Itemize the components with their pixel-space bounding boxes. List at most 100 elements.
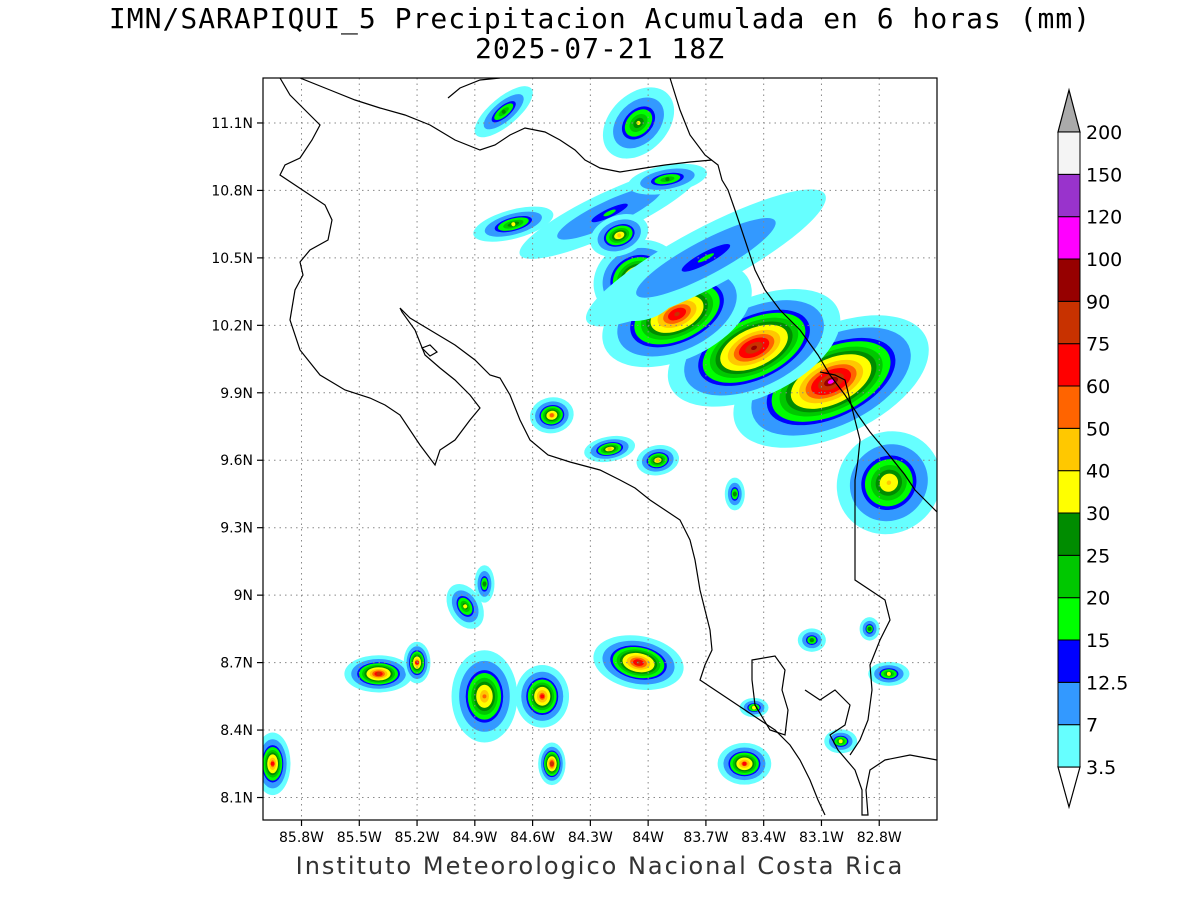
island-chira (420, 344, 438, 357)
precip-cell (717, 742, 772, 785)
colorbar-segment (1057, 343, 1081, 387)
precip-cell (515, 665, 570, 728)
colorbar: 3.5 7 12.5 15 20 25 30 40 50 60 75 90 100 120 150 200 (1057, 87, 1128, 810)
coastline-golfo-dulce (751, 655, 789, 736)
precip-contour-60 (742, 761, 747, 766)
lat-tick-label: 9.9N (220, 386, 253, 402)
colorbar-segment (1057, 597, 1081, 641)
precip-cell (602, 87, 675, 159)
precip-contour-30 (511, 222, 516, 227)
precip-cell (797, 628, 826, 652)
colorbar-segment (1057, 216, 1081, 260)
precip-contour-15 (603, 209, 616, 217)
precip-cell (836, 431, 937, 535)
precip-contour-40 (607, 447, 612, 451)
coastline-burica (804, 689, 937, 816)
border-nicaragua (299, 78, 713, 173)
precip-cell (474, 86, 533, 138)
colorbar-label: 100 (1086, 249, 1122, 271)
precip-contour-15 (697, 253, 715, 263)
precip-cell (451, 650, 518, 743)
colorbar-label: 12.5 (1086, 672, 1128, 694)
precip-cell (590, 213, 649, 257)
precip-cell (473, 206, 554, 242)
precip-contour-25 (809, 638, 814, 643)
colorbar-segment (1057, 427, 1081, 472)
precip-contour-75 (376, 671, 381, 676)
colorbar-segment (1057, 639, 1081, 683)
colorbar-label: 50 (1086, 418, 1110, 440)
precip-cell (538, 742, 566, 786)
colorbar-label: 15 (1086, 630, 1110, 652)
precip-contour-30 (886, 671, 891, 676)
colorbar-segment (1057, 470, 1081, 514)
lon-tick-label: 84.6W (510, 830, 555, 846)
precip-cell (530, 397, 574, 434)
lon-tick-label: 84.3W (568, 830, 613, 846)
credit-text: Instituto Meteorologico Nacional Costa R… (295, 852, 905, 880)
grid-lines (263, 78, 937, 820)
precip-cell (474, 565, 495, 603)
colorbar-label: 60 (1086, 376, 1110, 398)
colorbar-label: 3.5 (1086, 757, 1116, 779)
precip-contour-40 (617, 233, 622, 238)
precip-contour-25 (501, 109, 506, 114)
colorbar-label: 25 (1086, 545, 1110, 567)
precip-contour-50 (549, 413, 554, 418)
colorbar-label: 75 (1086, 334, 1110, 356)
lat-tick-label: 10.2N (211, 318, 253, 334)
lon-tick-label: 82.8W (857, 830, 902, 846)
precip-contour-75 (636, 660, 641, 665)
precip-contour-75 (674, 311, 680, 317)
coastline-pacific (279, 78, 826, 816)
lake-nicaragua-shore (447, 78, 501, 99)
precip-contour-40 (655, 458, 660, 463)
colorbar-label: 40 (1086, 461, 1110, 483)
colorbar-segment (1057, 300, 1081, 345)
lon-tick-label: 85.8W (279, 830, 324, 846)
precip-contour-25 (732, 491, 737, 496)
lon-tick-label: 83.7W (683, 830, 728, 846)
border-panama (819, 371, 891, 756)
lat-tick-label: 10.5N (211, 251, 253, 267)
precip-contour-30 (463, 604, 468, 609)
coastline-caribbean (669, 78, 937, 513)
lat-tick-label: 9N (234, 588, 253, 604)
colorbar-high-arrow (1057, 87, 1081, 133)
precip-cell (593, 635, 684, 690)
lat-tick-label: 11.1N (211, 116, 253, 132)
precip-contour-25 (867, 626, 872, 631)
lat-tick-label: 10.8N (211, 183, 253, 199)
precip-cell (636, 445, 680, 476)
precip-contour-30 (838, 739, 843, 744)
precip-cell (344, 655, 413, 693)
map-valid-time: 2025-07-21 18Z (474, 32, 725, 65)
precip-cell (627, 163, 707, 195)
colorbar-segment (1057, 258, 1081, 302)
lon-tick-label: 84.9W (452, 830, 497, 846)
precip-cell (585, 189, 826, 327)
precip-contour-25 (665, 177, 670, 182)
precip-cell (868, 661, 910, 686)
colorbar-label: 150 (1086, 164, 1122, 186)
precip-cell (584, 435, 636, 463)
colorbar-segment (1057, 131, 1081, 175)
colorbar-label: 20 (1086, 588, 1110, 610)
precip-contour-100 (827, 379, 835, 384)
lat-tick-label: 9.6N (220, 453, 253, 469)
lon-tick-label: 83.4W (741, 830, 786, 846)
colorbar-label: 200 (1086, 122, 1122, 144)
colorbar-label: 90 (1086, 291, 1110, 313)
lon-tick-label: 84W (632, 830, 664, 846)
colorbar-label: 120 (1086, 207, 1122, 229)
lon-tick-label: 83.1W (799, 830, 844, 846)
map-title: IMN/SARAPIQUI_5 Precipitacion Acumulada … (108, 2, 1092, 35)
colorbar-label: 7 (1086, 715, 1098, 737)
colorbar-segment (1057, 554, 1081, 599)
precip-contour-60 (540, 694, 545, 699)
precip-cell (724, 477, 745, 511)
colorbar-low-arrow (1057, 766, 1081, 810)
colorbar-segment (1057, 173, 1081, 218)
colorbar-segment (1057, 724, 1081, 768)
precip-contour-40 (886, 480, 892, 485)
